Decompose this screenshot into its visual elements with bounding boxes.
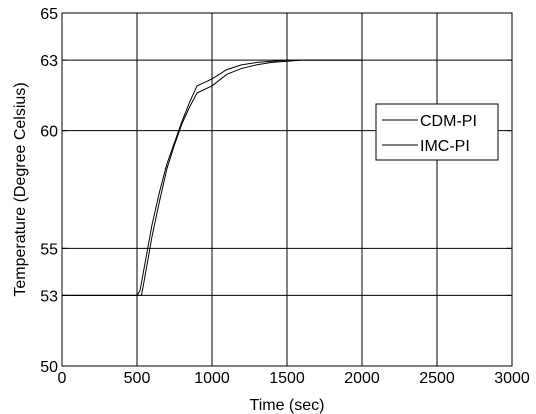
ticks-layer: 0 500 1000 1500 2000 2500 3000 50 53 55 60 63 65 <box>40 6 530 387</box>
x-axis-label: Time (sec) <box>250 397 325 414</box>
y-tick-label: 65 <box>40 6 58 23</box>
x-tick-label: 0 <box>58 370 67 387</box>
y-tick-label: 63 <box>40 53 58 70</box>
series-layer <box>62 59 362 296</box>
x-tick-label: 1000 <box>194 370 230 387</box>
series-line-cdm-pi <box>62 59 362 296</box>
legend-label-imc-pi: IMC-PI <box>420 138 470 155</box>
legend-label-cdm-pi: CDM-PI <box>420 113 477 130</box>
x-tick-label: 2500 <box>419 370 455 387</box>
y-tick-label: 53 <box>40 288 58 305</box>
x-tick-label: 3000 <box>494 370 530 387</box>
series-line-imc-pi <box>62 59 362 296</box>
legend-box <box>375 103 499 161</box>
x-tick-label: 500 <box>124 370 151 387</box>
y-axis-label: Temperature (Degree Celsius) <box>12 82 29 296</box>
y-tick-label: 55 <box>40 241 58 258</box>
legend: CDM-PI IMC-PI <box>375 103 499 161</box>
y-tick-label: 60 <box>40 124 58 141</box>
y-tick-label: 50 <box>40 359 58 376</box>
x-tick-label: 1500 <box>269 370 305 387</box>
x-tick-label: 2000 <box>344 370 380 387</box>
